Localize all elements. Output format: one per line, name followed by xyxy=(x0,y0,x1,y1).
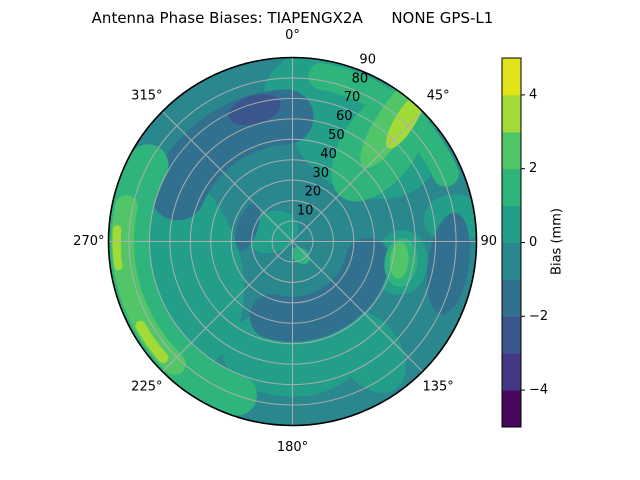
contour-region xyxy=(112,225,123,271)
colorbar-band xyxy=(502,131,521,170)
contour-field xyxy=(108,57,477,426)
theta-tick-label: 270° xyxy=(73,234,104,249)
colorbar-band xyxy=(502,58,521,96)
colorbar-band xyxy=(502,316,521,354)
radial-tick-label: 50 xyxy=(328,128,345,143)
radial-tick-label: 80 xyxy=(352,71,369,86)
contour-region xyxy=(333,311,406,393)
radial-tick-label: 30 xyxy=(312,166,329,181)
colorbar: 4 2 0 −2 −4 Bias (mm) xyxy=(501,57,565,428)
angular-gridline xyxy=(162,241,293,372)
theta-tick-labels: 0° 45° 90 135° 180° 225° 270° 315° xyxy=(73,28,497,455)
polar-grid xyxy=(108,57,477,426)
theta-tick-label: 180° xyxy=(277,440,308,455)
colorbar-band xyxy=(502,353,521,391)
colorbar-band xyxy=(502,168,521,207)
colorbar-band xyxy=(502,279,521,317)
theta-tick-label: 0° xyxy=(285,28,300,43)
theta-tick-label: 90 xyxy=(481,234,498,249)
polar-spine xyxy=(107,56,478,427)
radial-tick-label: 90 xyxy=(359,52,376,67)
colorbar-band xyxy=(502,242,521,280)
angular-gridline xyxy=(292,111,423,242)
radial-tick-label: 20 xyxy=(305,185,322,200)
contour-region xyxy=(135,320,169,363)
radial-tick-label: 70 xyxy=(344,90,361,105)
contour-region xyxy=(235,203,261,251)
colorbar-band xyxy=(502,94,521,133)
radial-tick-labels: 10 20 30 40 50 60 70 80 90 xyxy=(297,52,376,218)
contour-region xyxy=(386,92,425,149)
colorbar-tick-label: −4 xyxy=(529,383,548,398)
radial-tick-label: 10 xyxy=(297,204,314,219)
theta-tick-label: 225° xyxy=(131,380,162,395)
theta-tick-label: 45° xyxy=(427,88,450,103)
colorbar-tick-label: 4 xyxy=(529,87,537,102)
contour-region xyxy=(360,77,425,168)
colorbar-tick-label: −2 xyxy=(529,309,548,324)
radial-tick-label: 60 xyxy=(336,109,353,124)
colorbar-tick-label: 0 xyxy=(529,235,537,250)
colorbar-tick-label: 2 xyxy=(529,161,537,176)
angular-gridline xyxy=(162,111,293,242)
theta-tick-label: 315° xyxy=(131,88,162,103)
colorbar-axis-label: Bias (mm) xyxy=(550,208,565,275)
colorbar-band xyxy=(502,205,521,243)
contour-region xyxy=(291,247,310,265)
contour-region xyxy=(249,237,391,342)
chart-title: Antenna Phase Biases: TIAPENGX2A NONE GP… xyxy=(91,9,494,27)
colorbar-band xyxy=(502,390,521,428)
radial-tick-label: 40 xyxy=(320,147,337,162)
contour-region xyxy=(426,212,470,315)
contour-region xyxy=(228,94,281,126)
theta-tick-label: 135° xyxy=(422,380,453,395)
angular-gridline xyxy=(292,241,423,372)
